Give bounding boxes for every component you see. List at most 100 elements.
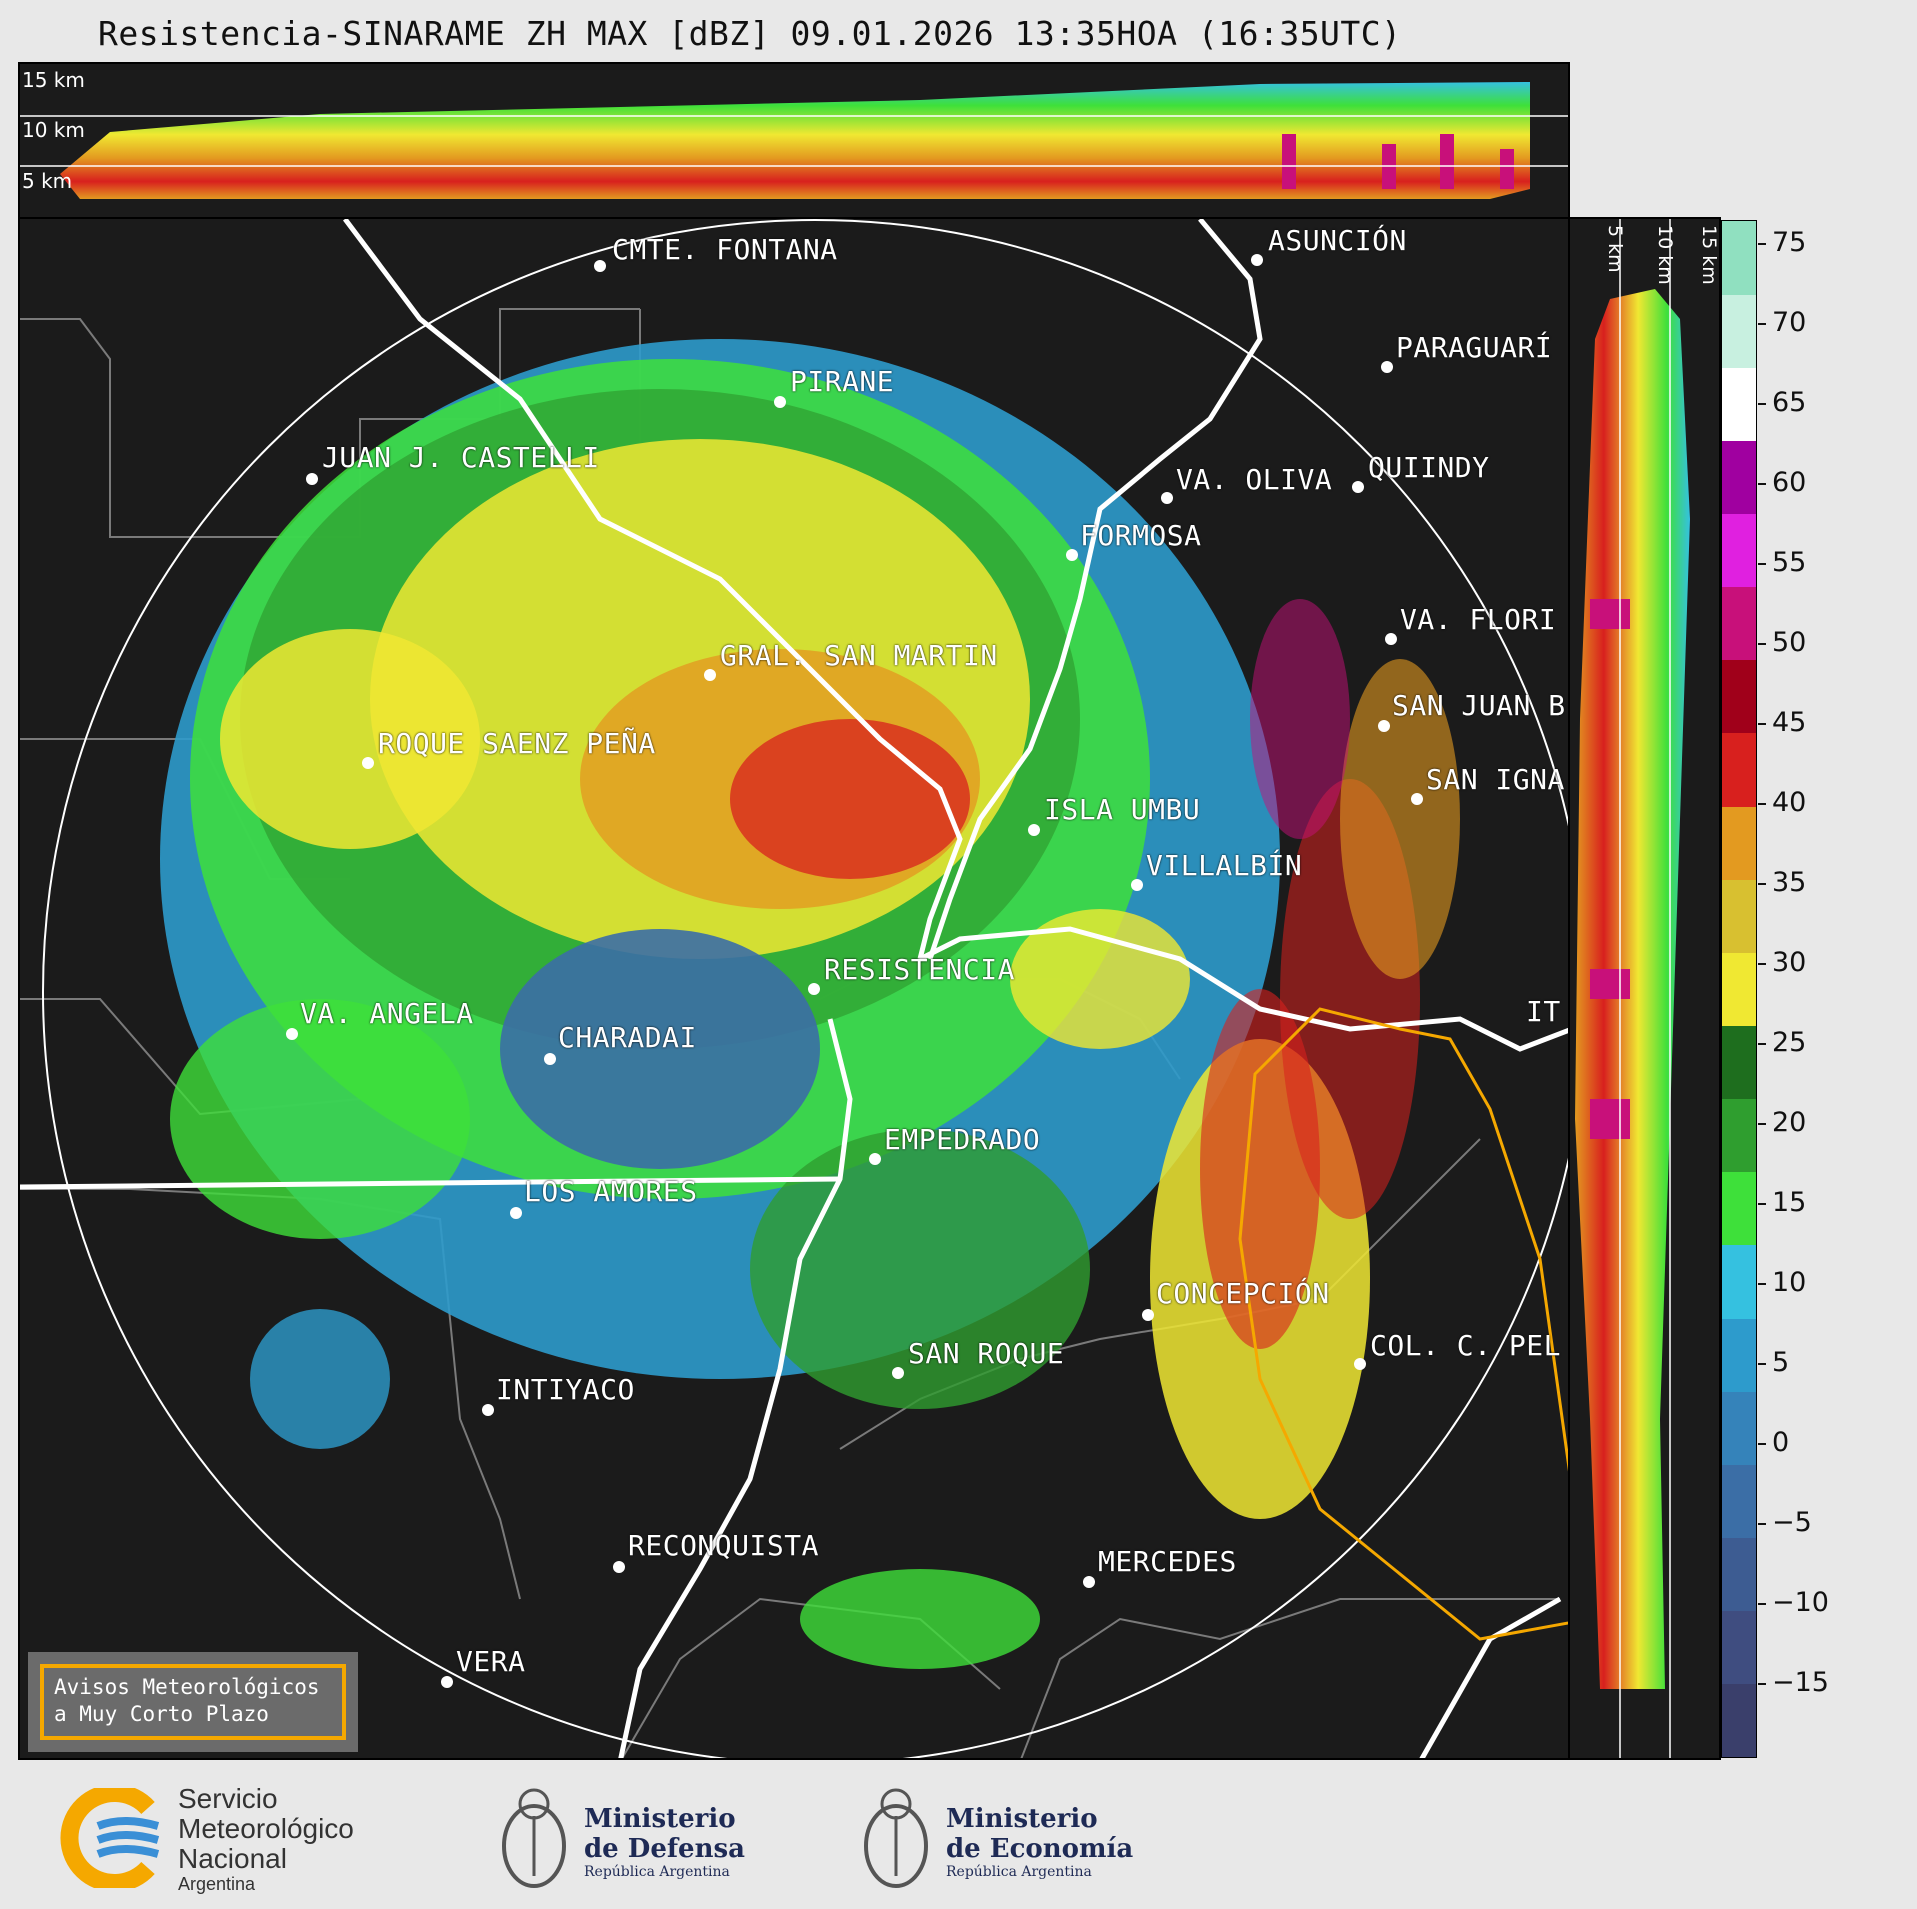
height-profile-side-panel: 5 km 10 km 15 km [1568, 217, 1721, 1760]
colorbar-tick-label: 10 [1772, 1267, 1807, 1298]
colorbar-tick [1758, 1603, 1766, 1605]
city-label: CMTE. FONTANA [612, 233, 838, 266]
colorbar-tick-label: 25 [1772, 1027, 1807, 1058]
colorbar-segment [1722, 440, 1756, 515]
colorbar-segment [1722, 733, 1756, 807]
city-dot [1066, 549, 1078, 561]
city-label: PARAGUARÍ [1396, 331, 1553, 364]
city-dot [1131, 879, 1143, 891]
city-label: SAN ROQUE [908, 1337, 1065, 1370]
city-dot [1142, 1309, 1154, 1321]
chart-title: Resistencia-SINARAME ZH MAX [dBZ] 09.01.… [98, 14, 1402, 53]
defensa-line2: de Defensa [584, 1834, 745, 1864]
city-label: EMPEDRADO [884, 1123, 1041, 1156]
colorbar-segment [1722, 879, 1756, 953]
economia-line3: República Argentina [946, 1864, 1092, 1880]
colorbar-tick [1758, 883, 1766, 885]
colorbar-tick-label: 35 [1772, 867, 1807, 898]
colorbar-segment [1722, 1683, 1756, 1758]
colorbar-tick-label: 70 [1772, 307, 1807, 338]
colorbar-tick-label: −15 [1772, 1667, 1829, 1698]
colorbar-tick [1758, 1523, 1766, 1525]
city-label: ROQUE SAENZ PEÑA [378, 727, 656, 760]
warning-legend-line1: Avisos Meteorológicos [54, 1675, 320, 1699]
city-dot [1083, 1576, 1095, 1588]
city-dot [594, 260, 606, 272]
city-label: PIRANE [790, 365, 895, 398]
colorbar-segment [1722, 1464, 1756, 1539]
city-dot [1385, 633, 1397, 645]
city-label: FORMOSA [1080, 519, 1202, 552]
radar-map-svg [20, 219, 1568, 1758]
colorbar-tick [1758, 1683, 1766, 1685]
city-label: RECONQUISTA [628, 1529, 819, 1562]
radar-map-panel: CMTE. FONTANA ASUNCIÓN PARAGUARÍ PIRANE … [18, 217, 1570, 1760]
city-dot [1028, 824, 1040, 836]
city-label: IT [1526, 995, 1561, 1028]
dbz-colorbar [1721, 220, 1757, 1758]
colorbar-tick [1758, 1443, 1766, 1445]
city-dot [1381, 361, 1393, 373]
colorbar-segment [1722, 294, 1756, 368]
colorbar-tick-label: 20 [1772, 1107, 1807, 1138]
colorbar-tick [1758, 243, 1766, 245]
warning-polygon [1238, 1007, 1568, 1641]
colorbar-tick-label: 45 [1772, 707, 1807, 738]
side-profile-svg [1575, 219, 1690, 1758]
economia-line1: Ministerio [946, 1804, 1098, 1834]
colorbar-segment [1722, 1318, 1756, 1392]
range-ring [42, 219, 1568, 1758]
city-label: JUAN J. CASTELLI [322, 441, 600, 474]
colorbar-segment [1722, 586, 1756, 661]
city-label: SAN JUAN B [1392, 689, 1566, 722]
city-label: VILLALBÍN [1146, 849, 1303, 882]
city-dot [544, 1053, 556, 1065]
city-label: CONCEPCIÓN [1156, 1277, 1330, 1310]
colorbar-segment [1722, 806, 1756, 880]
colorbar-tick-label: 5 [1772, 1347, 1790, 1378]
warning-legend-frame: Avisos Meteorológicos a Muy Corto Plazo [40, 1664, 346, 1740]
defensa-line1: Ministerio [584, 1804, 736, 1834]
colorbar-tick-label: 50 [1772, 627, 1807, 658]
economia-line2: de Economía [946, 1834, 1134, 1864]
city-label: ISLA UMBU [1044, 793, 1201, 826]
colorbar-tick [1758, 1363, 1766, 1365]
city-label: GRAL. SAN MARTIN [720, 639, 998, 672]
city-dot [1251, 254, 1263, 266]
city-dot [704, 669, 716, 681]
footer: Servicio Meteorológico Nacional Argentin… [0, 1762, 1917, 1909]
warning-legend-line2: a Muy Corto Plazo [54, 1702, 269, 1726]
colorbar-tick-label: 0 [1772, 1427, 1790, 1458]
city-dot [1378, 720, 1390, 732]
colorbar-tick [1758, 563, 1766, 565]
city-label: MERCEDES [1098, 1545, 1237, 1578]
colorbar-tick-label: 65 [1772, 387, 1807, 418]
city-dot [1354, 1358, 1366, 1370]
city-dot [892, 1367, 904, 1379]
colorbar-tick [1758, 403, 1766, 405]
colorbar-tick-label: 60 [1772, 467, 1807, 498]
colorbar-tick [1758, 1123, 1766, 1125]
colorbar-segment [1722, 1171, 1756, 1246]
city-dot [1352, 481, 1364, 493]
city-label: VA. ANGELA [300, 997, 474, 1030]
city-dot [613, 1561, 625, 1573]
rivers [20, 219, 1568, 1758]
smn-line3: Nacional [178, 1843, 287, 1874]
colorbar-segment [1722, 1098, 1756, 1173]
city-dot [286, 1028, 298, 1040]
colorbar-segment [1722, 659, 1756, 734]
city-label: QUIINDY [1368, 451, 1490, 484]
colorbar-tick [1758, 963, 1766, 965]
colorbar-segment [1722, 513, 1756, 588]
defensa-coat-of-arms-icon [502, 1788, 566, 1888]
colorbar-tick-label: −10 [1772, 1587, 1829, 1618]
city-label: SAN IGNA [1426, 763, 1565, 796]
city-dot [362, 757, 374, 769]
top-height-label-10: 10 km [22, 118, 85, 142]
side-height-label-10: 10 km [1654, 225, 1676, 285]
colorbar-segment [1722, 1245, 1756, 1319]
side-height-label-15: 15 km [1698, 225, 1720, 285]
colorbar-tick [1758, 1283, 1766, 1285]
colorbar-tick [1758, 1043, 1766, 1045]
